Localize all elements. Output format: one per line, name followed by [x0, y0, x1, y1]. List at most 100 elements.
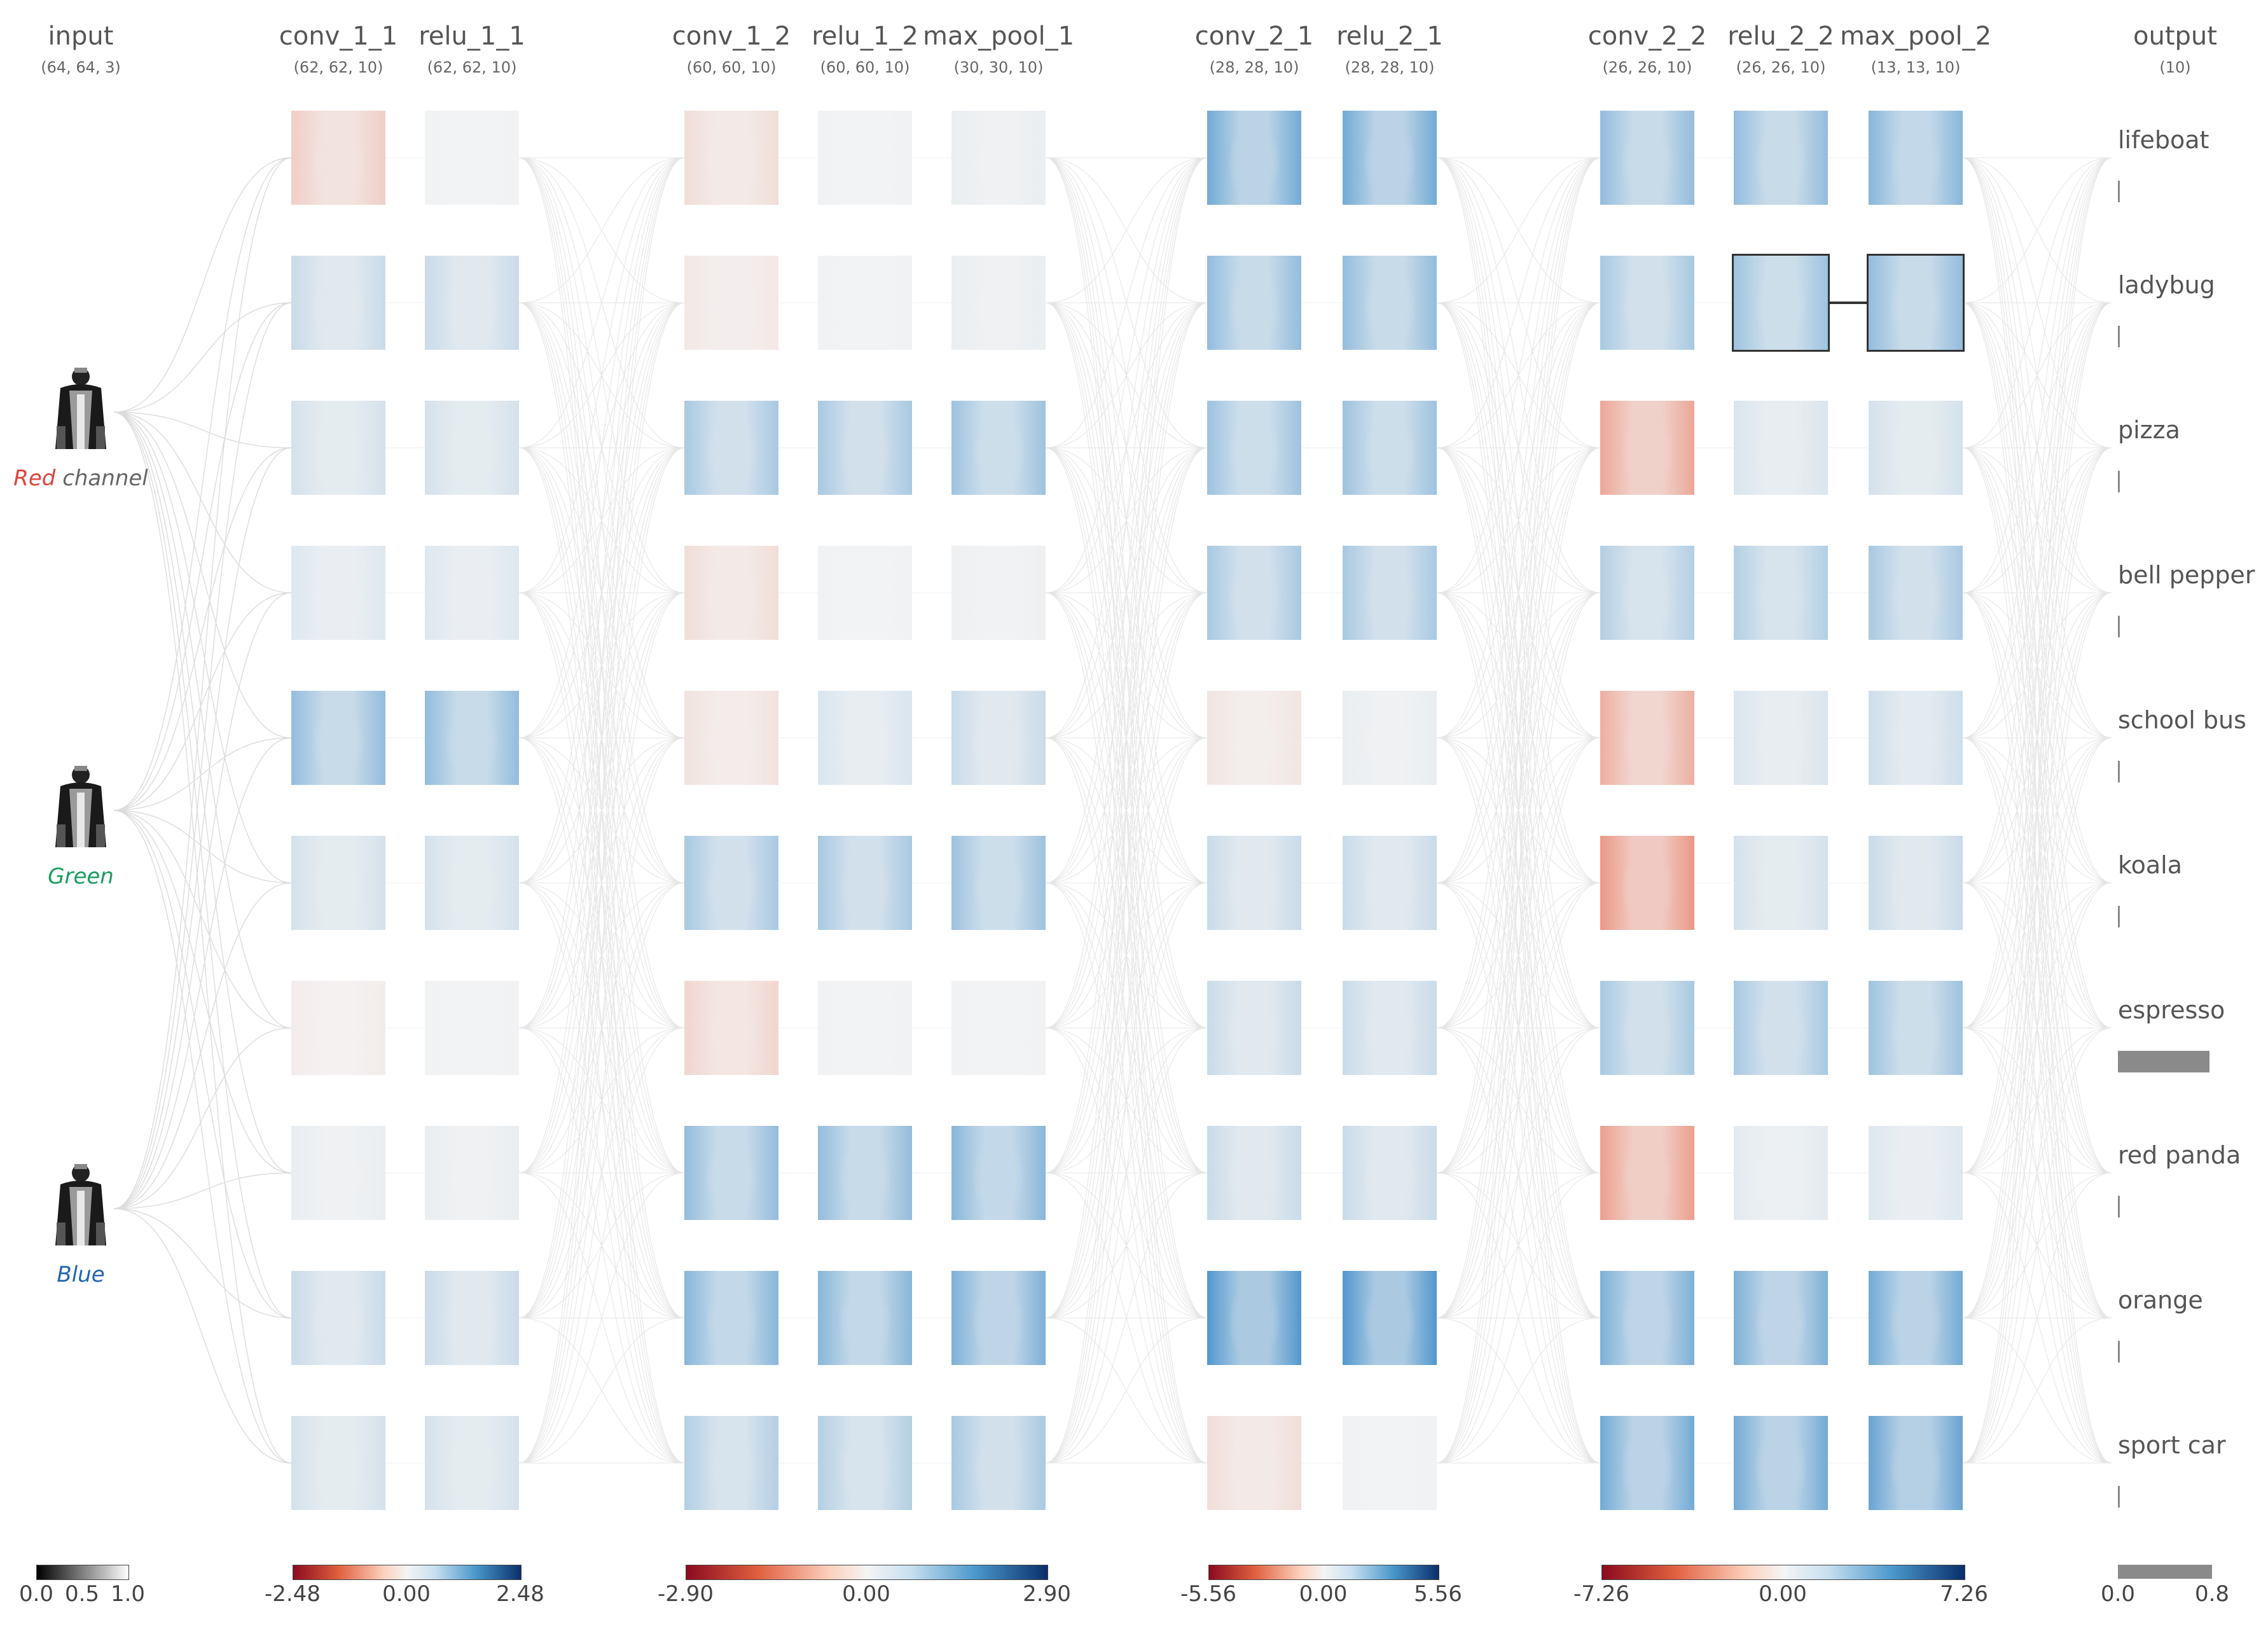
feature-map-conv_1_2-9[interactable]: [684, 1416, 778, 1510]
feature-map-relu_2_2-9[interactable]: [1734, 1416, 1828, 1510]
feature-map-conv_1_1-1[interactable]: [291, 256, 385, 350]
feature-map-max_pool_1-5[interactable]: [951, 836, 1046, 930]
layer-header-conv_2_2[interactable]: conv_2_2: [1587, 22, 1707, 51]
input-channel-green-image[interactable]: [49, 761, 113, 850]
feature-map-relu_1_2-3[interactable]: [818, 546, 912, 640]
feature-map-relu_2_2-3[interactable]: [1734, 546, 1828, 640]
feature-map-conv_2_1-1[interactable]: [1207, 256, 1301, 350]
feature-map-conv_2_2-7[interactable]: [1600, 1126, 1694, 1220]
feature-map-relu_1_2-9[interactable]: [818, 1416, 912, 1510]
layer-header-output[interactable]: output: [2133, 22, 2217, 51]
feature-map-max_pool_1-2[interactable]: [951, 401, 1046, 495]
feature-map-conv_2_2-6[interactable]: [1600, 981, 1694, 1075]
feature-map-conv_1_2-3[interactable]: [684, 546, 778, 640]
feature-map-relu_1_1-1[interactable]: [425, 256, 519, 350]
feature-map-conv_2_2-0[interactable]: [1600, 111, 1694, 205]
feature-map-max_pool_2-8[interactable]: [1869, 1271, 1963, 1365]
feature-map-conv_2_1-6[interactable]: [1207, 981, 1301, 1075]
feature-map-max_pool_2-4[interactable]: [1869, 691, 1963, 785]
feature-map-relu_1_1-7[interactable]: [425, 1126, 519, 1220]
feature-map-max_pool_1-0[interactable]: [951, 111, 1046, 205]
feature-map-conv_1_1-5[interactable]: [291, 836, 385, 930]
feature-map-conv_1_2-4[interactable]: [684, 691, 778, 785]
feature-map-conv_2_2-3[interactable]: [1600, 546, 1694, 640]
class-label-sport-car[interactable]: sport car: [2118, 1431, 2226, 1459]
layer-header-input[interactable]: input: [48, 22, 114, 51]
class-label-koala[interactable]: koala: [2118, 851, 2183, 879]
feature-map-relu_1_1-2[interactable]: [425, 401, 519, 495]
feature-map-max_pool_1-9[interactable]: [951, 1416, 1046, 1510]
feature-map-conv_2_1-9[interactable]: [1207, 1416, 1301, 1510]
layer-header-relu_2_1[interactable]: relu_2_1: [1336, 22, 1443, 51]
feature-map-relu_2_1-2[interactable]: [1343, 401, 1437, 495]
feature-map-conv_1_2-2[interactable]: [684, 401, 778, 495]
feature-map-relu_1_1-3[interactable]: [425, 546, 519, 640]
layer-header-max_pool_1[interactable]: max_pool_1: [922, 22, 1075, 51]
input-channel-red-image[interactable]: [49, 363, 113, 452]
feature-map-conv_2_2-4[interactable]: [1600, 691, 1694, 785]
feature-map-conv_2_1-2[interactable]: [1207, 401, 1301, 495]
class-label-red-panda[interactable]: red panda: [2118, 1141, 2241, 1169]
feature-map-relu_2_2-8[interactable]: [1734, 1271, 1828, 1365]
feature-map-max_pool_1-7[interactable]: [951, 1126, 1046, 1220]
feature-map-max_pool_1-3[interactable]: [951, 546, 1046, 640]
feature-map-relu_2_2-0[interactable]: [1734, 111, 1828, 205]
feature-map-relu_2_1-3[interactable]: [1343, 546, 1437, 640]
feature-map-conv_1_2-1[interactable]: [684, 256, 778, 350]
feature-map-relu_1_1-0[interactable]: [425, 111, 519, 205]
feature-map-max_pool_2-9[interactable]: [1869, 1416, 1963, 1510]
feature-map-relu_2_1-0[interactable]: [1343, 111, 1437, 205]
feature-map-relu_2_2-2[interactable]: [1734, 401, 1828, 495]
layer-header-relu_1_1[interactable]: relu_1_1: [418, 22, 525, 51]
feature-map-max_pool_2-6[interactable]: [1869, 981, 1963, 1075]
feature-map-max_pool_1-8[interactable]: [951, 1271, 1046, 1365]
feature-map-conv_2_1-8[interactable]: [1207, 1271, 1301, 1365]
feature-map-conv_1_2-7[interactable]: [684, 1126, 778, 1220]
feature-map-max_pool_2-3[interactable]: [1869, 546, 1963, 640]
feature-map-conv_2_2-2[interactable]: [1600, 401, 1694, 495]
feature-map-relu_2_1-8[interactable]: [1343, 1271, 1437, 1365]
feature-map-conv_1_2-0[interactable]: [684, 111, 778, 205]
feature-map-relu_2_2-7[interactable]: [1734, 1126, 1828, 1220]
feature-map-conv_2_2-1[interactable]: [1600, 256, 1694, 350]
feature-map-max_pool_1-4[interactable]: [951, 691, 1046, 785]
class-label-lifeboat[interactable]: lifeboat: [2118, 126, 2209, 154]
feature-map-conv_2_1-4[interactable]: [1207, 691, 1301, 785]
class-label-ladybug[interactable]: ladybug: [2118, 271, 2215, 299]
feature-map-conv_1_1-7[interactable]: [291, 1126, 385, 1220]
feature-map-conv_1_1-9[interactable]: [291, 1416, 385, 1510]
feature-map-conv_2_1-0[interactable]: [1207, 111, 1301, 205]
feature-map-conv_1_2-8[interactable]: [684, 1271, 778, 1365]
feature-map-relu_2_1-1[interactable]: [1343, 256, 1437, 350]
layer-header-relu_1_2[interactable]: relu_1_2: [812, 22, 918, 51]
feature-map-conv_2_2-9[interactable]: [1600, 1416, 1694, 1510]
feature-map-relu_2_2-6[interactable]: [1734, 981, 1828, 1075]
feature-map-relu_1_1-8[interactable]: [425, 1271, 519, 1365]
feature-map-relu_1_2-5[interactable]: [818, 836, 912, 930]
feature-map-max_pool_2-1[interactable]: [1867, 254, 1965, 352]
feature-map-max_pool_1-6[interactable]: [951, 981, 1046, 1075]
feature-map-relu_1_2-6[interactable]: [818, 981, 912, 1075]
feature-map-conv_2_1-7[interactable]: [1207, 1126, 1301, 1220]
feature-map-relu_2_1-6[interactable]: [1343, 981, 1437, 1075]
feature-map-max_pool_1-1[interactable]: [951, 256, 1046, 350]
feature-map-conv_1_1-6[interactable]: [291, 981, 385, 1075]
feature-map-conv_1_1-8[interactable]: [291, 1271, 385, 1365]
feature-map-conv_1_1-3[interactable]: [291, 546, 385, 640]
feature-map-relu_1_2-7[interactable]: [818, 1126, 912, 1220]
feature-map-relu_2_1-7[interactable]: [1343, 1126, 1437, 1220]
feature-map-relu_2_1-9[interactable]: [1343, 1416, 1437, 1510]
feature-map-relu_1_1-5[interactable]: [425, 836, 519, 930]
feature-map-conv_2_1-5[interactable]: [1207, 836, 1301, 930]
feature-map-relu_1_2-0[interactable]: [818, 111, 912, 205]
feature-map-conv_1_1-4[interactable]: [291, 691, 385, 785]
feature-map-max_pool_2-7[interactable]: [1869, 1126, 1963, 1220]
feature-map-relu_1_2-8[interactable]: [818, 1271, 912, 1365]
feature-map-relu_1_1-9[interactable]: [425, 1416, 519, 1510]
feature-map-relu_2_2-1[interactable]: [1732, 254, 1830, 352]
feature-map-conv_1_1-2[interactable]: [291, 401, 385, 495]
feature-map-relu_2_1-4[interactable]: [1343, 691, 1437, 785]
feature-map-relu_1_1-6[interactable]: [425, 981, 519, 1075]
feature-map-max_pool_2-0[interactable]: [1869, 111, 1963, 205]
layer-header-conv_1_1[interactable]: conv_1_1: [279, 22, 398, 51]
